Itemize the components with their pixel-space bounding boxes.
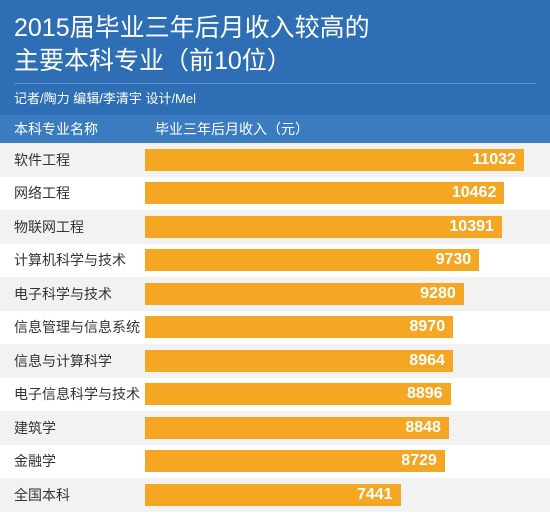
table-row: 电子信息科学与技术8896 — [0, 378, 550, 412]
value-bar: 10462 — [145, 182, 504, 204]
value-bar: 11032 — [145, 149, 524, 171]
value-bar: 9280 — [145, 283, 464, 305]
column-label: 本科专业名称 — [0, 115, 145, 143]
table-row: 电子科学与技术9280 — [0, 277, 550, 311]
bar-area: 8970 — [145, 311, 550, 345]
row-label: 网络工程 — [0, 183, 145, 203]
row-label: 金融学 — [0, 451, 145, 471]
value-bar: 10391 — [145, 216, 502, 238]
value-bar: 8729 — [145, 450, 445, 472]
bar-area: 8964 — [145, 344, 550, 378]
chart-rows: 软件工程11032网络工程10462物联网工程10391计算机科学与技术9730… — [0, 143, 550, 512]
title-line-2: 主要本科专业（前10位） — [14, 45, 536, 78]
bar-area: 8896 — [145, 378, 550, 412]
bar-area: 11032 — [145, 143, 550, 177]
income-bar-chart: 2015届毕业三年后月收入较高的 主要本科专业（前10位） 记者/陶力 编辑/李… — [0, 0, 550, 525]
value-bar: 8970 — [145, 316, 453, 338]
chart-header: 2015届毕业三年后月收入较高的 主要本科专业（前10位） 记者/陶力 编辑/李… — [0, 0, 550, 115]
value-bar: 8848 — [145, 417, 449, 439]
table-row: 软件工程11032 — [0, 143, 550, 177]
value-bar: 7441 — [145, 484, 401, 506]
table-row: 金融学8729 — [0, 445, 550, 479]
row-label: 建筑学 — [0, 418, 145, 438]
table-header: 本科专业名称 毕业三年后月收入（元） — [0, 115, 550, 143]
bar-area: 9730 — [145, 244, 550, 278]
chart-credits: 记者/陶力 编辑/李清宇 设计/Mel — [14, 83, 536, 107]
value-bar: 9730 — [145, 249, 479, 271]
row-label: 物联网工程 — [0, 217, 145, 237]
table-row: 全国本科7441 — [0, 478, 550, 512]
chart-title: 2015届毕业三年后月收入较高的 主要本科专业（前10位） — [14, 12, 536, 77]
value-label: 毕业三年后月收入（元） — [145, 115, 550, 143]
row-label: 电子科学与技术 — [0, 284, 145, 304]
row-label: 计算机科学与技术 — [0, 250, 145, 270]
row-label: 全国本科 — [0, 485, 145, 505]
bar-area: 8729 — [145, 445, 550, 479]
value-bar: 8896 — [145, 383, 451, 405]
table-row: 计算机科学与技术9730 — [0, 244, 550, 278]
row-label: 信息管理与信息系统 — [0, 317, 145, 337]
bar-area: 10462 — [145, 177, 550, 211]
row-label: 电子信息科学与技术 — [0, 384, 145, 404]
table-row: 网络工程10462 — [0, 177, 550, 211]
table-row: 物联网工程10391 — [0, 210, 550, 244]
bar-area: 8848 — [145, 411, 550, 445]
row-label: 信息与计算科学 — [0, 351, 145, 371]
bar-area: 9280 — [145, 277, 550, 311]
table-row: 建筑学8848 — [0, 411, 550, 445]
row-label: 软件工程 — [0, 150, 145, 170]
table-row: 信息管理与信息系统8970 — [0, 311, 550, 345]
bar-area: 10391 — [145, 210, 550, 244]
value-bar: 8964 — [145, 350, 453, 372]
bar-area: 7441 — [145, 478, 550, 512]
title-line-1: 2015届毕业三年后月收入较高的 — [14, 12, 536, 45]
table-row: 信息与计算科学8964 — [0, 344, 550, 378]
